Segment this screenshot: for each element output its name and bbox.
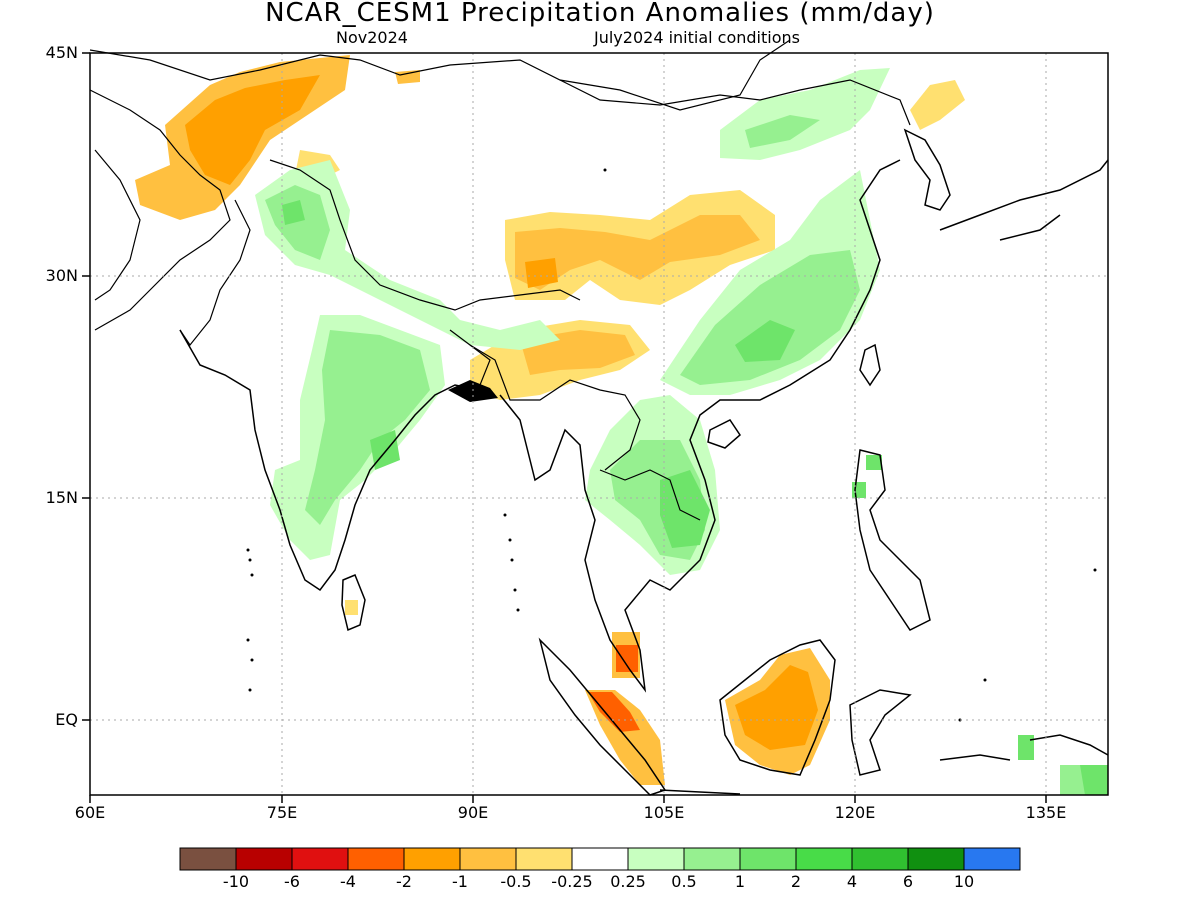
x-tick-label: 135E: [1025, 803, 1067, 822]
colorbar-label: 4: [846, 872, 858, 891]
colorbar-swatch: [459, 847, 517, 871]
initial-conditions: July2024 initial conditions: [594, 28, 800, 47]
anomaly-small-dry: [395, 70, 420, 84]
colorbar-label: 0.5: [671, 872, 697, 891]
anomaly-korea-dry: [910, 80, 965, 130]
y-tick-label: EQ: [55, 710, 78, 729]
border-iran: [94, 149, 141, 301]
colorbar-label: 2: [790, 872, 802, 891]
anomaly-south-china-wet-spot: [735, 320, 795, 362]
anomaly-sumatra-dry-core: [588, 692, 640, 732]
colorbar-swatch: [291, 847, 349, 871]
colorbar: [179, 847, 1021, 871]
colorbar-swatch: [403, 847, 461, 871]
coast-srilanka: [341, 574, 366, 632]
colorbar-label: 10: [953, 872, 975, 891]
border-thai-laos: [599, 469, 701, 521]
anomaly-fields: [135, 55, 1108, 795]
colorbar-swatch: [627, 847, 685, 871]
anomaly-srilanka-dry: [345, 600, 358, 615]
country-borders: [89, 39, 911, 521]
anomaly-pamir-dry-core: [185, 75, 320, 185]
colorbar-label: 0.25: [610, 872, 646, 891]
border-mongolia: [559, 79, 911, 126]
colorbar-label: 1: [734, 872, 746, 891]
map-frame: [89, 52, 1109, 796]
y-tick-label: 30N: [45, 266, 78, 285]
coast-indochina: [499, 159, 901, 693]
colorbar-label: 6: [902, 872, 914, 891]
x-tick-label: 105E: [643, 803, 685, 822]
coast-taiwan: [859, 343, 881, 387]
forecast-month: Nov2024: [336, 28, 408, 47]
coast-sulawesi: [849, 689, 912, 776]
axis-ticks: [82, 52, 1047, 803]
colorbar-label: -2: [396, 872, 412, 891]
anomaly-north-china-wet-core: [745, 115, 820, 148]
colorbar-swatch: [739, 847, 797, 871]
colorbar-swatch: [795, 847, 853, 871]
coast-korea: [903, 128, 951, 211]
anomaly-tibet-dry-core: [515, 215, 760, 290]
anomaly-ng-wet-core: [1080, 765, 1108, 795]
colorbar-swatch: [963, 847, 1021, 871]
coastlines: [179, 128, 1109, 796]
coast-borneo: [719, 639, 836, 776]
border-himalaya: [269, 159, 581, 311]
anomaly-tibet-dry-spot: [525, 258, 558, 288]
coast-india: [179, 329, 471, 592]
colorbar-swatch: [347, 847, 405, 871]
colorbar-label: -6: [284, 872, 300, 891]
anomaly-north-china-wet: [720, 68, 890, 160]
x-tick-label: 90E: [457, 803, 489, 822]
border-pak-afg: [89, 89, 231, 331]
y-tick-label: 45N: [45, 43, 78, 62]
colorbar-label: -10: [222, 872, 250, 891]
colorbar-label: -0.25: [551, 872, 593, 891]
coast-newguinea: [939, 734, 1109, 761]
coast-philippines: [854, 449, 931, 631]
grid-lines: [90, 53, 1108, 795]
anomaly-malaya-dry-core: [616, 645, 638, 672]
colorbar-label: -0.5: [500, 872, 532, 891]
colorbar-swatch: [571, 847, 629, 871]
colorbar-label: -4: [340, 872, 356, 891]
border-bangladesh: [449, 329, 491, 386]
colorbar-swatch: [235, 847, 293, 871]
border-central-asia: [89, 39, 791, 111]
colorbar-swatch: [683, 847, 741, 871]
colorbar-label: -1: [452, 872, 468, 891]
border-myanmar: [469, 344, 641, 471]
x-tick-label: 75E: [266, 803, 298, 822]
anomaly-south-china-wet-core: [680, 250, 860, 385]
coast-java: [659, 789, 741, 795]
colorbar-swatch: [907, 847, 965, 871]
colorbar-swatch: [851, 847, 909, 871]
anomaly-indochina-wet-spot: [660, 470, 710, 548]
island-dots: [246, 168, 1097, 722]
border-india-pak: [179, 199, 251, 347]
anomaly-himalaya-wet: [255, 160, 560, 350]
colorbar-swatch: [515, 847, 573, 871]
anomaly-luzon-wet: [852, 482, 866, 498]
map-title: NCAR_CESM1 Precipitation Anomalies (mm/d…: [265, 0, 935, 28]
anomaly-halmahera-wet: [1018, 735, 1034, 760]
anomaly-borneo-dry-core: [735, 665, 818, 750]
coast-hainan: [707, 419, 741, 449]
anomaly-india-wet-core: [305, 330, 430, 525]
coast-japan: [939, 159, 1109, 241]
anomaly-himalaya-wet-core: [265, 185, 330, 260]
anomaly-himalaya-wet-spot: [282, 200, 305, 225]
colorbar-swatch: [179, 847, 237, 871]
anomaly-philippines-wet: [866, 455, 882, 470]
y-tick-label: 15N: [45, 488, 78, 507]
x-tick-label: 120E: [834, 803, 876, 822]
x-tick-label: 60E: [74, 803, 106, 822]
coast-sumatra: [538, 637, 667, 796]
